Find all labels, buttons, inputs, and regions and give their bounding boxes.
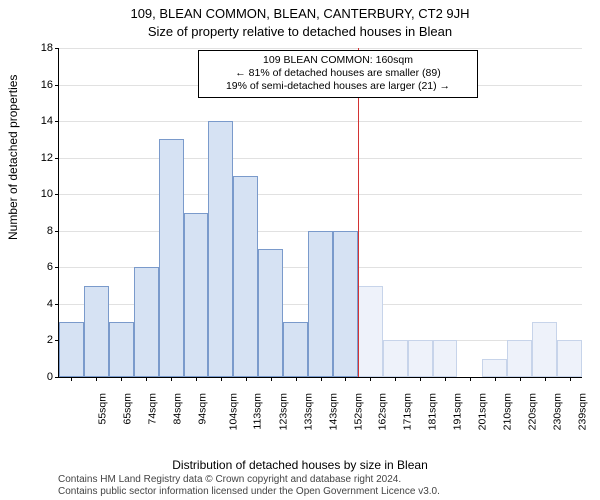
xtick-label: 201sqm: [476, 393, 488, 430]
xtick-label: 123sqm: [277, 393, 289, 430]
credits: Contains HM Land Registry data © Crown c…: [58, 474, 440, 498]
xtick-label: 230sqm: [551, 393, 563, 430]
xtick-mark: [395, 377, 396, 381]
bar: [84, 286, 109, 377]
ytick-label: 6: [47, 261, 53, 273]
xtick-label: 220sqm: [526, 393, 538, 430]
bar: [433, 340, 458, 377]
credits-line-1: Contains HM Land Registry data © Crown c…: [58, 474, 440, 486]
gridline: [59, 48, 582, 49]
ytick-label: 16: [41, 79, 53, 91]
xtick-mark: [570, 377, 571, 381]
ytick-label: 10: [41, 188, 53, 200]
bar: [109, 322, 134, 377]
ytick-mark: [55, 377, 59, 378]
xtick-mark: [296, 377, 297, 381]
xtick-label: 74sqm: [147, 393, 159, 425]
ytick-mark: [55, 85, 59, 86]
legend-line-3: 19% of semi-detached houses are larger (…: [209, 80, 467, 93]
xtick-label: 171sqm: [402, 393, 414, 430]
xtick-mark: [520, 377, 521, 381]
bar: [159, 139, 184, 377]
gridline: [59, 121, 582, 122]
xtick-label: 162sqm: [377, 393, 389, 430]
xtick-mark: [420, 377, 421, 381]
xtick-mark: [321, 377, 322, 381]
bar: [557, 340, 582, 377]
bar: [482, 359, 507, 377]
xtick-label: 181sqm: [427, 393, 439, 430]
ytick-label: 0: [47, 371, 53, 383]
xtick-label: 55sqm: [97, 393, 109, 425]
bar: [308, 231, 333, 377]
xtick-label: 133sqm: [302, 393, 314, 430]
xtick-mark: [196, 377, 197, 381]
xtick-label: 143sqm: [327, 393, 339, 430]
bar: [283, 322, 308, 377]
bar: [59, 322, 84, 377]
xtick-label: 94sqm: [197, 393, 209, 425]
xtick-mark: [146, 377, 147, 381]
gridline: [59, 194, 582, 195]
xtick-mark: [246, 377, 247, 381]
legend-box: 109 BLEAN COMMON: 160sqm ← 81% of detach…: [198, 50, 478, 98]
ytick-label: 2: [47, 334, 53, 346]
x-axis-label: Distribution of detached houses by size …: [0, 458, 600, 472]
xtick-label: 152sqm: [352, 393, 364, 430]
ytick-mark: [55, 121, 59, 122]
xtick-label: 239sqm: [576, 393, 588, 430]
xtick-mark: [96, 377, 97, 381]
xtick-label: 113sqm: [251, 393, 263, 430]
chart-title-1: 109, BLEAN COMMON, BLEAN, CANTERBURY, CT…: [0, 6, 600, 21]
gridline: [59, 158, 582, 159]
xtick-mark: [495, 377, 496, 381]
ytick-label: 18: [41, 42, 53, 54]
ytick-mark: [55, 158, 59, 159]
ytick-mark: [55, 48, 59, 49]
ytick-mark: [55, 194, 59, 195]
xtick-mark: [345, 377, 346, 381]
xtick-mark: [470, 377, 471, 381]
xtick-mark: [221, 377, 222, 381]
ytick-mark: [55, 304, 59, 305]
legend-line-2: ← 81% of detached houses are smaller (89…: [209, 67, 467, 80]
xtick-label: 104sqm: [227, 393, 239, 430]
ytick-label: 4: [47, 298, 53, 310]
bar: [258, 249, 283, 377]
xtick-mark: [71, 377, 72, 381]
xtick-label: 210sqm: [501, 393, 513, 430]
xtick-mark: [545, 377, 546, 381]
xtick-label: 65sqm: [122, 393, 134, 425]
legend-line-1: 109 BLEAN COMMON: 160sqm: [209, 54, 467, 67]
credits-line-2: Contains public sector information licen…: [58, 486, 440, 498]
bar: [507, 340, 532, 377]
xtick-mark: [445, 377, 446, 381]
bar: [358, 286, 383, 377]
bar: [134, 267, 159, 377]
bar: [184, 213, 209, 378]
xtick-mark: [370, 377, 371, 381]
chart-title-2: Size of property relative to detached ho…: [0, 24, 600, 39]
bar: [208, 121, 233, 377]
y-axis-label: Number of detached properties: [6, 75, 20, 240]
bar: [408, 340, 433, 377]
ytick-label: 8: [47, 225, 53, 237]
bar: [233, 176, 258, 377]
ytick-mark: [55, 231, 59, 232]
xtick-label: 191sqm: [451, 393, 463, 430]
ytick-label: 12: [41, 152, 53, 164]
xtick-label: 84sqm: [172, 393, 184, 425]
bar: [532, 322, 557, 377]
bar: [383, 340, 408, 377]
chart-container: 109, BLEAN COMMON, BLEAN, CANTERBURY, CT…: [0, 0, 600, 500]
ytick-mark: [55, 267, 59, 268]
xtick-mark: [271, 377, 272, 381]
xtick-mark: [171, 377, 172, 381]
bar: [333, 231, 358, 377]
ytick-label: 14: [41, 115, 53, 127]
xtick-mark: [121, 377, 122, 381]
